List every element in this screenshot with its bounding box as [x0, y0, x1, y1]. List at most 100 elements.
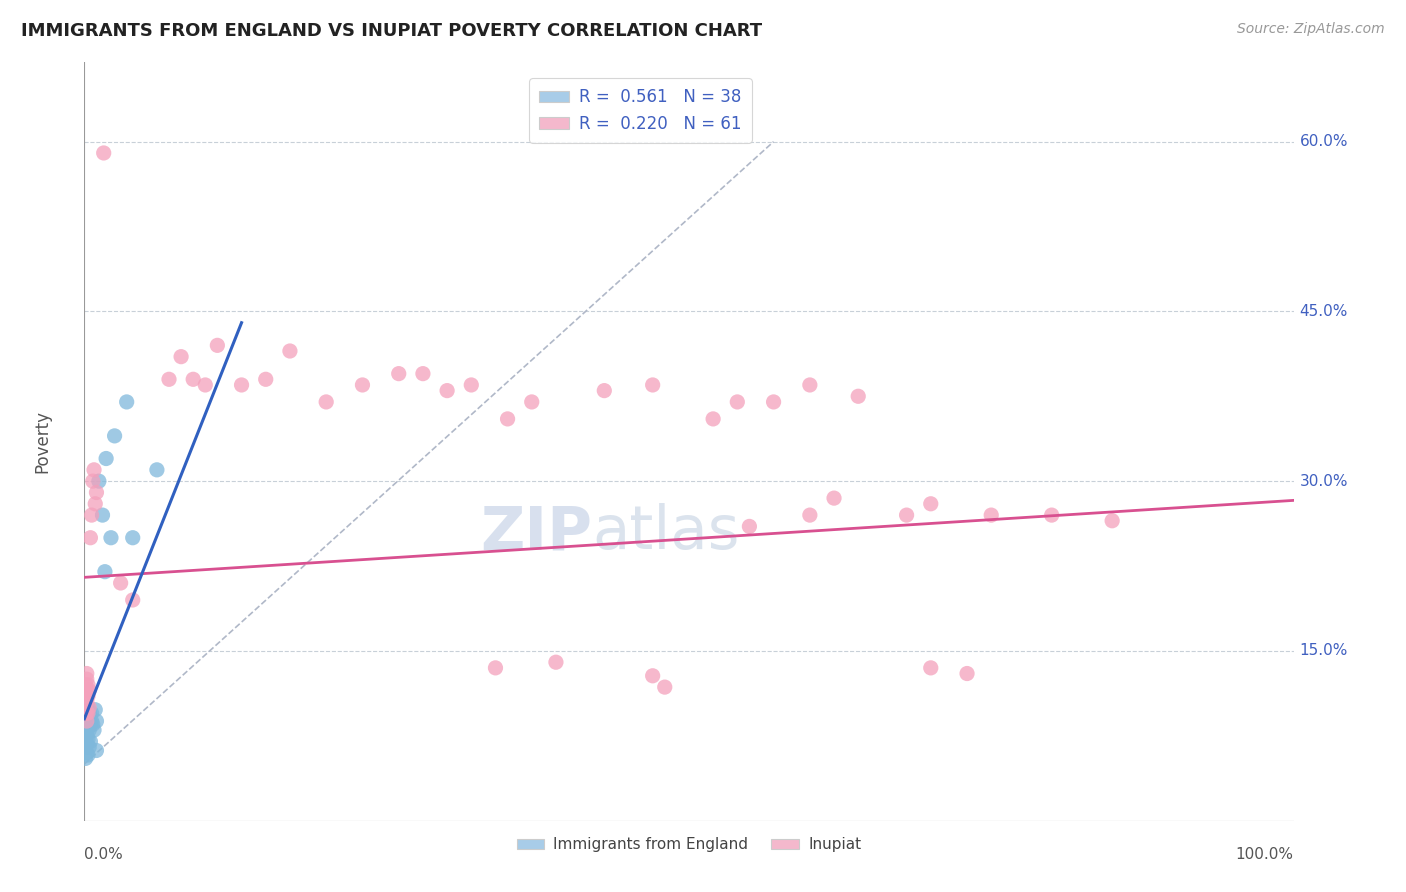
Point [641, 669, 664, 683]
Point [83, 463, 105, 477]
Legend: Immigrants from England, Inupiat: Immigrants from England, Inupiat [510, 831, 868, 858]
Point [76, 714, 98, 728]
Point [77, 706, 100, 720]
Point [799, 378, 821, 392]
Point [100, 531, 122, 545]
Point [231, 378, 253, 392]
Point [80, 508, 103, 522]
Point [654, 680, 676, 694]
Point [77, 700, 100, 714]
Point [77, 747, 100, 762]
Point [86, 743, 108, 757]
Point [181, 372, 204, 386]
Text: 15.0%: 15.0% [1299, 643, 1348, 658]
Point [762, 395, 785, 409]
Point [920, 661, 942, 675]
Point [76, 666, 98, 681]
Point [80, 706, 103, 720]
Point [84, 703, 107, 717]
Point [593, 384, 616, 398]
Point [76, 729, 98, 743]
Point [194, 378, 217, 392]
Point [76, 737, 98, 751]
Point [75, 695, 97, 709]
Point [1040, 508, 1063, 522]
Point [76, 700, 98, 714]
Point [110, 576, 132, 591]
Text: atlas: atlas [592, 503, 740, 562]
Text: Source: ZipAtlas.com: Source: ZipAtlas.com [1237, 22, 1385, 37]
Point [896, 508, 918, 522]
Point [87, 474, 110, 488]
Point [496, 412, 519, 426]
Point [77, 740, 100, 755]
Point [75, 678, 97, 692]
Point [75, 729, 97, 743]
Point [76, 672, 98, 686]
Text: Poverty: Poverty [32, 410, 51, 473]
Point [980, 508, 1002, 522]
Point [77, 678, 100, 692]
Point [77, 709, 100, 723]
Point [352, 378, 374, 392]
Point [278, 344, 301, 359]
Point [75, 740, 97, 755]
Point [76, 712, 98, 726]
Point [75, 706, 97, 720]
Point [77, 723, 100, 738]
Point [146, 463, 169, 477]
Point [77, 706, 100, 720]
Text: ZIP: ZIP [481, 503, 592, 562]
Point [799, 508, 821, 522]
Point [254, 372, 277, 386]
Point [738, 519, 761, 533]
Point [76, 683, 98, 698]
Point [1101, 514, 1123, 528]
Point [76, 746, 98, 760]
Point [104, 429, 127, 443]
Point [80, 714, 103, 728]
Point [77, 700, 100, 714]
Point [170, 350, 193, 364]
Point [77, 689, 100, 703]
Point [75, 683, 97, 698]
Point [83, 723, 105, 738]
Point [76, 721, 98, 735]
Point [79, 531, 101, 545]
Point [544, 655, 567, 669]
Point [388, 367, 411, 381]
Point [94, 451, 117, 466]
Point [725, 395, 748, 409]
Point [207, 338, 229, 352]
Point [86, 714, 108, 728]
Point [79, 734, 101, 748]
Text: 45.0%: 45.0% [1299, 304, 1348, 319]
Point [75, 751, 97, 765]
Text: 0.0%: 0.0% [84, 847, 124, 863]
Point [412, 367, 434, 381]
Point [76, 706, 98, 720]
Point [115, 395, 138, 409]
Point [157, 372, 180, 386]
Point [94, 565, 117, 579]
Point [79, 717, 101, 731]
Point [76, 695, 98, 709]
Point [920, 497, 942, 511]
Point [956, 666, 979, 681]
Text: IMMIGRANTS FROM ENGLAND VS INUPIAT POVERTY CORRELATION CHART: IMMIGRANTS FROM ENGLAND VS INUPIAT POVER… [21, 22, 762, 40]
Point [82, 717, 104, 731]
Point [82, 474, 104, 488]
Point [520, 395, 543, 409]
Point [76, 706, 98, 720]
Point [484, 661, 506, 675]
Point [823, 491, 845, 505]
Point [86, 485, 108, 500]
Point [91, 508, 114, 522]
Point [84, 497, 107, 511]
Point [77, 721, 100, 735]
Text: 30.0%: 30.0% [1299, 474, 1348, 489]
Point [460, 378, 482, 392]
Point [121, 531, 143, 545]
Point [315, 395, 337, 409]
Point [77, 683, 100, 698]
